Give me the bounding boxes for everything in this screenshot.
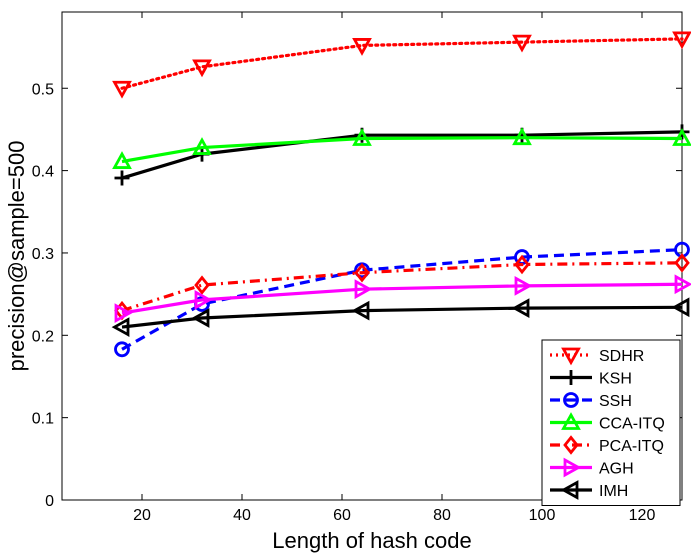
series-line: [121, 248, 683, 351]
data-point: [111, 317, 130, 337]
legend-label: SDHR: [599, 348, 644, 365]
y-tick-label: 0.2: [32, 328, 54, 345]
series-line: [121, 282, 683, 315]
x-tick-label: 120: [629, 507, 656, 524]
x-tick-label: 100: [529, 507, 556, 524]
legend-marker: [563, 392, 579, 408]
legend-entry: IMH: [550, 480, 628, 500]
data-point: [514, 276, 533, 296]
data-point: [112, 80, 132, 99]
legend-entry: PCA-ITQ: [550, 435, 664, 455]
legend-label: AGH: [599, 461, 634, 478]
data-point: [354, 262, 370, 283]
y-tick-label: 0.1: [32, 411, 54, 428]
data-point: [514, 254, 530, 275]
legend-label: KSH: [599, 371, 632, 388]
data-point: [114, 303, 133, 323]
data-point: [672, 31, 691, 50]
data-point: [352, 38, 372, 56]
series-line: [121, 261, 683, 313]
legend-entry: KSH: [550, 370, 632, 388]
data-point: [512, 34, 532, 53]
data-point: [672, 128, 691, 146]
legend-marker: [561, 412, 581, 430]
legend-label: PCA-ITQ: [599, 438, 664, 455]
legend-label: CCA-ITQ: [599, 416, 665, 433]
legend-marker: [563, 435, 579, 455]
data-point: [194, 290, 213, 310]
series-imh: [111, 297, 690, 337]
legend-entry: AGH: [550, 457, 634, 478]
series-sdhr: [112, 31, 691, 99]
data-point: [114, 341, 130, 358]
data-point: [674, 253, 690, 273]
data-point: [511, 298, 530, 319]
legend-marker: [560, 480, 579, 500]
legend-label: SSH: [599, 393, 632, 410]
legend-entry: SDHR: [550, 347, 644, 366]
data-point: [674, 274, 691, 295]
series-agh: [114, 274, 691, 323]
x-tick-label: 40: [233, 507, 251, 524]
y-tick-label: 0: [45, 493, 54, 510]
data-point: [114, 170, 130, 186]
legend-marker: [563, 457, 582, 478]
series-line: [120, 37, 684, 90]
x-tick-label: 60: [333, 507, 351, 524]
y-tick-label: 0.3: [32, 246, 54, 263]
series-layer: [111, 31, 691, 358]
data-point: [351, 300, 370, 321]
data-point: [194, 275, 210, 295]
data-point: [352, 128, 372, 146]
data-point: [354, 279, 373, 300]
data-point: [192, 59, 212, 78]
data-point: [191, 308, 210, 328]
data-point: [671, 297, 690, 318]
y-tick-label: 0.5: [32, 81, 54, 98]
legend-marker: [563, 370, 579, 385]
y-axis-label: precision@sample=500: [4, 141, 29, 372]
y-tick-label: 0.4: [32, 164, 54, 181]
x-tick-label: 20: [133, 507, 151, 524]
series-line: [121, 136, 683, 164]
legend-marker: [561, 347, 581, 366]
data-point: [192, 137, 212, 155]
legend-label: IMH: [599, 483, 628, 500]
data-point: [112, 151, 132, 169]
x-tick-label: 80: [433, 507, 451, 524]
data-point: [512, 127, 532, 146]
series-cca-itq: [112, 127, 691, 169]
legend-entry: CCA-ITQ: [550, 412, 665, 433]
legend: SDHR KSH SSH CCA-ITQ PCA-ITQ AGH IMH: [541, 339, 681, 506]
legend-entry: SSH: [550, 392, 632, 410]
x-axis-label: Length of hash code: [272, 528, 471, 553]
series-line: [121, 305, 683, 329]
